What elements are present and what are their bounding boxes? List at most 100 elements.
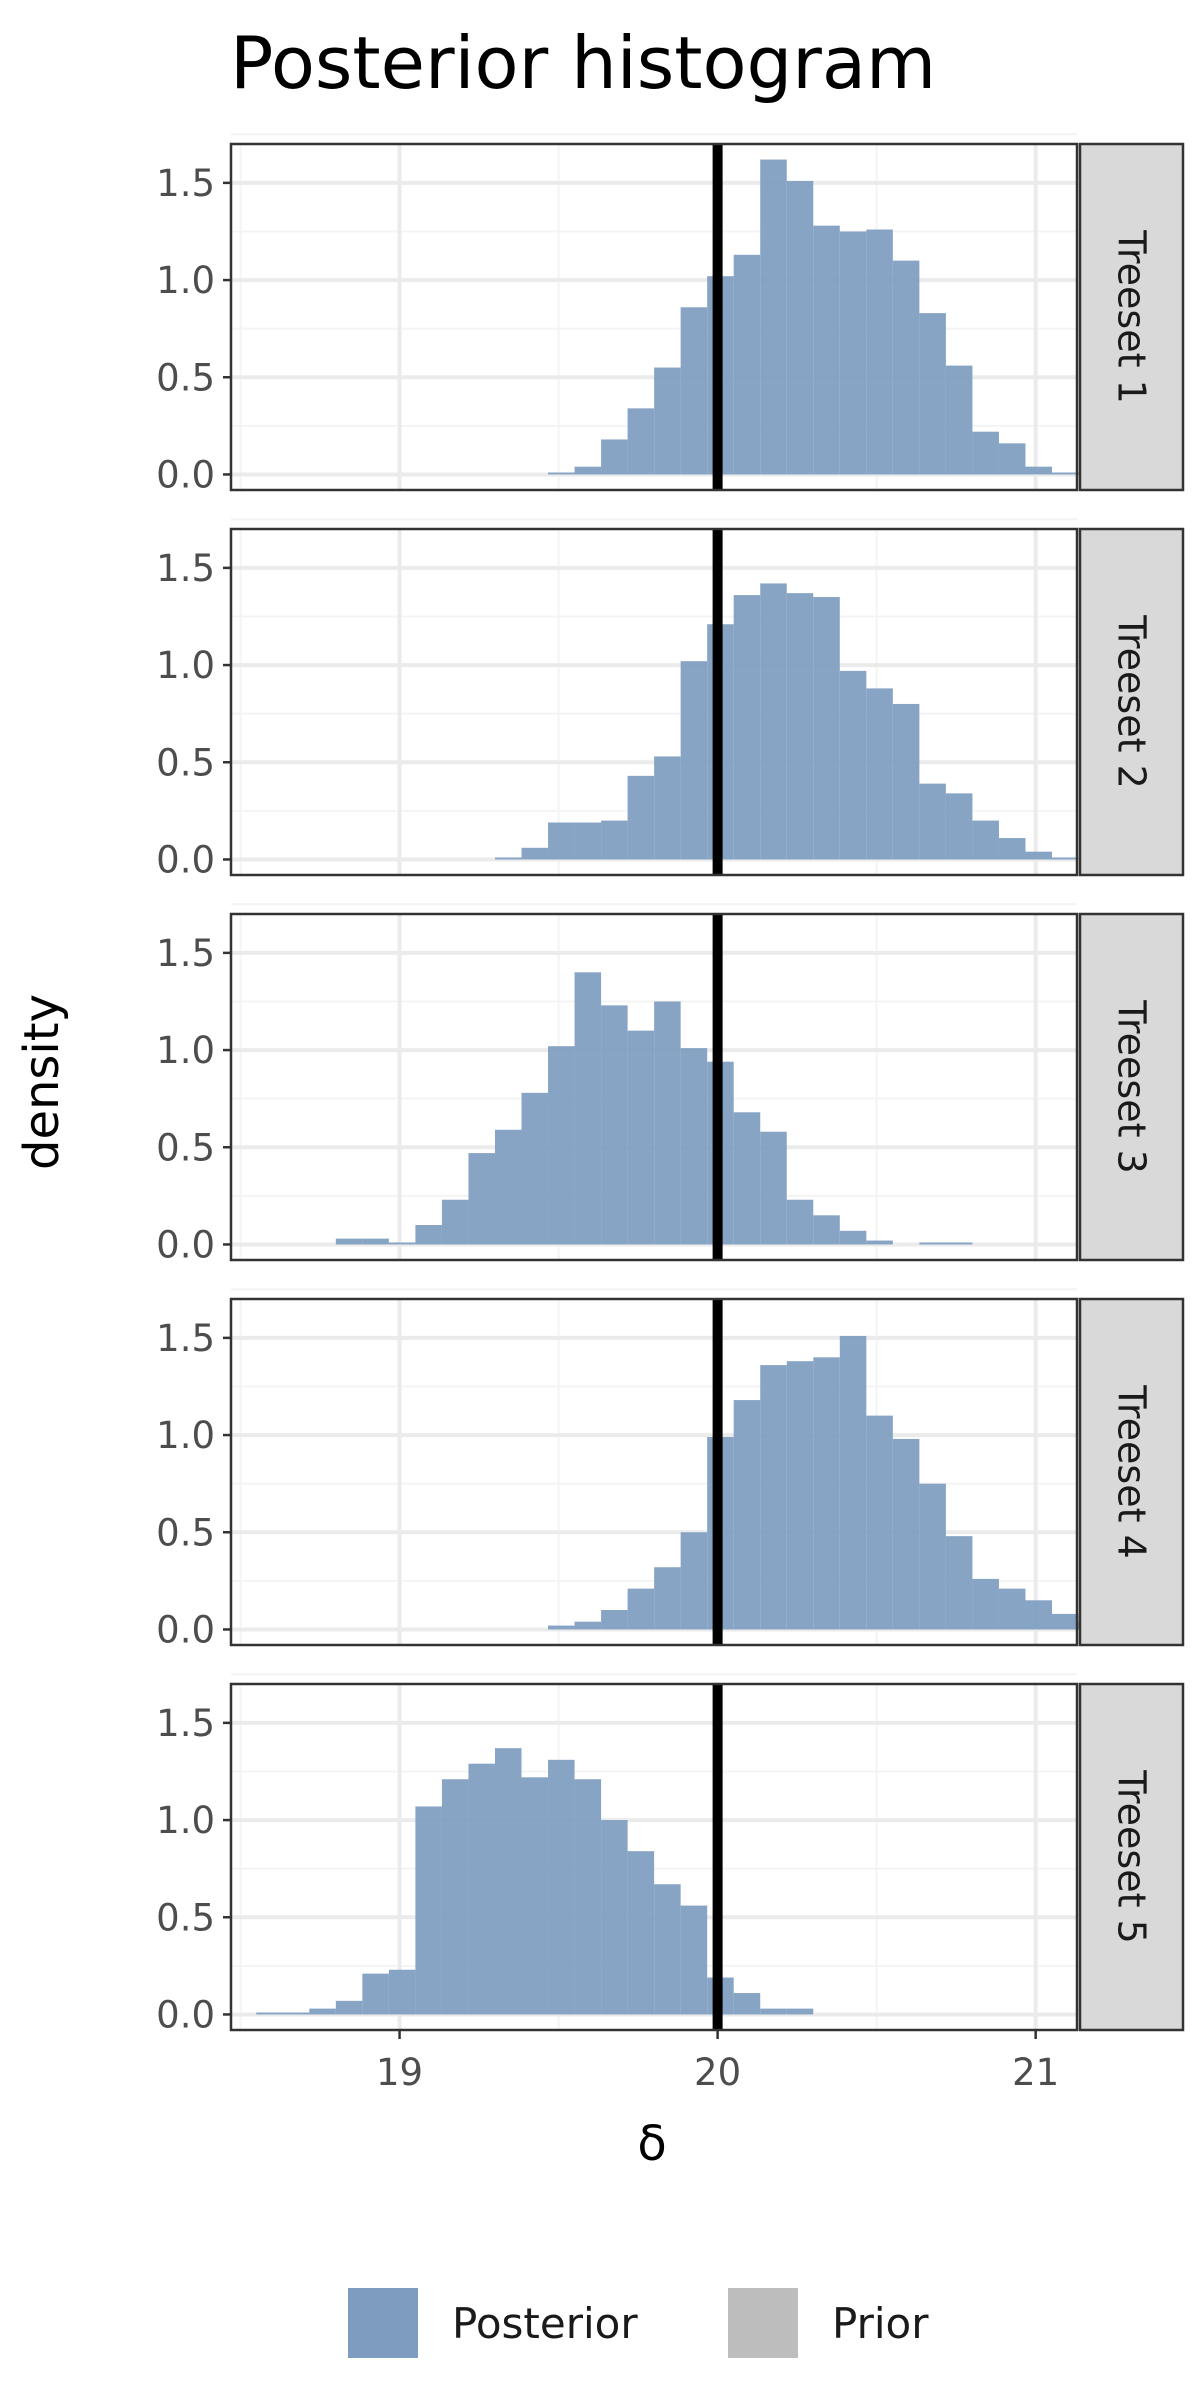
facet-panel-4: 0.0 0.5 1.0 1.5 Treeset 4 [156, 1288, 1185, 1651]
histogram-bar [1025, 1600, 1053, 1630]
histogram-bar [892, 260, 920, 475]
histogram-bar [972, 431, 999, 475]
histogram-bar [680, 661, 708, 860]
histogram-bar [521, 1092, 549, 1245]
histogram-bar [760, 583, 787, 860]
histogram-bar [494, 1748, 522, 2015]
panel-border [229, 912, 1079, 1262]
histogram-bar [866, 688, 893, 860]
histogram-bar [335, 2000, 363, 2015]
facet-strip [1078, 1682, 1185, 2032]
histogram-bar [892, 1438, 920, 1630]
facet-strip [1078, 912, 1185, 1262]
histogram-bar [282, 2012, 310, 2015]
histogram-bar [441, 1199, 469, 1245]
y-tick-label: 1.0 [156, 644, 215, 687]
x-tick-label: 20 [694, 2051, 741, 2094]
histogram-bar [760, 159, 787, 475]
histogram-bar [813, 597, 840, 860]
legend-label-posterior: Posterior [452, 2299, 638, 2348]
y-tick-label: 1.0 [156, 1414, 215, 1457]
histogram-bar [892, 703, 920, 860]
histogram-bar [998, 443, 1026, 475]
histogram-bar [627, 1851, 655, 2015]
histogram-bar [654, 1001, 681, 1245]
histogram-bar [733, 1112, 761, 1245]
histogram-bar [548, 472, 575, 475]
facet-strip-label: Treeset 1 [1110, 229, 1154, 404]
histogram-bar [548, 822, 575, 860]
histogram-bar [786, 2008, 814, 2015]
histogram-bar [839, 1230, 867, 1245]
panel-border [229, 1297, 1079, 1647]
y-tick-label: 0.0 [156, 838, 215, 881]
y-tick-label: 1.5 [156, 162, 215, 205]
histogram-bar [415, 1806, 442, 2015]
histogram-bar [441, 1779, 469, 2015]
histogram-bar [733, 595, 761, 860]
histogram-bar [733, 254, 761, 475]
histogram-bar [919, 1483, 946, 1630]
facet-strip-label: Treeset 3 [1110, 999, 1154, 1174]
histogram-bar [813, 1357, 840, 1630]
histogram-bar [494, 1129, 522, 1245]
histogram-bar [627, 1588, 655, 1630]
histogram-bar [627, 1030, 655, 1245]
histogram-bar [1052, 1613, 1079, 1630]
facet-strip-label: Treeset 2 [1110, 614, 1154, 789]
histogram-bar [813, 225, 840, 475]
histogram-bar [335, 1238, 363, 1245]
facet-strip [1078, 142, 1185, 492]
facet-strip [1078, 527, 1185, 877]
histogram-bar [998, 838, 1026, 860]
y-tick-label: 0.0 [156, 1608, 215, 1651]
chart-title: Posterior histogram [230, 21, 936, 105]
legend-key-prior [728, 2288, 798, 2358]
histogram-bar [866, 1415, 893, 1630]
histogram-bar [601, 1005, 628, 1245]
y-tick-label: 0.0 [156, 453, 215, 496]
histogram-bar [760, 1131, 787, 1245]
histogram-bar [786, 180, 814, 475]
facet-panel-3: 0.0 0.5 1.0 1.5 Treeset 3 [156, 903, 1185, 1266]
histogram-bar [601, 820, 628, 860]
histogram-bar [972, 820, 999, 860]
histogram-bar [601, 1820, 628, 2015]
histogram-bar [627, 775, 655, 860]
histogram-bar [574, 822, 602, 860]
histogram-bar [574, 1779, 602, 2015]
y-tick-label: 0.5 [156, 1126, 215, 1169]
y-tick-label: 1.0 [156, 1029, 215, 1072]
histogram-bar [680, 1905, 708, 2015]
y-axis-title: density [14, 994, 70, 1170]
histogram-bar [680, 1048, 708, 1245]
histogram-bar [654, 1567, 681, 1630]
histogram-bar [945, 793, 973, 860]
histogram-bar [654, 756, 681, 860]
histogram-bar [786, 593, 814, 860]
histogram-bar [548, 1759, 575, 2015]
histogram-bar [786, 1199, 814, 1245]
histogram-bar [548, 1625, 575, 1630]
histogram-bar [601, 439, 628, 475]
histogram-bar [1025, 851, 1053, 860]
histogram-bar [362, 1238, 389, 1245]
x-axis: 19 20 21 [376, 2030, 1059, 2094]
histogram-bar [919, 1242, 946, 1245]
y-tick-label: 1.5 [156, 1702, 215, 1745]
histogram-bar [866, 229, 893, 475]
facet-panel-5: 0.0 0.5 1.0 1.5 Treeset 5 [156, 1673, 1185, 2036]
facet-strip [1078, 1297, 1185, 1647]
y-tick-label: 0.5 [156, 1511, 215, 1554]
histogram-bar [627, 408, 655, 475]
histogram-bar [813, 1215, 840, 1245]
legend: Posterior Prior [348, 2288, 929, 2358]
histogram-bar [1052, 472, 1079, 475]
histogram-bar [309, 2008, 336, 2015]
histogram-bar [388, 1242, 416, 1245]
x-tick-label: 19 [376, 2051, 423, 2094]
histogram-bar [362, 1973, 389, 2015]
x-tick-label: 21 [1012, 2051, 1059, 2094]
histogram-bar [601, 1610, 628, 1630]
